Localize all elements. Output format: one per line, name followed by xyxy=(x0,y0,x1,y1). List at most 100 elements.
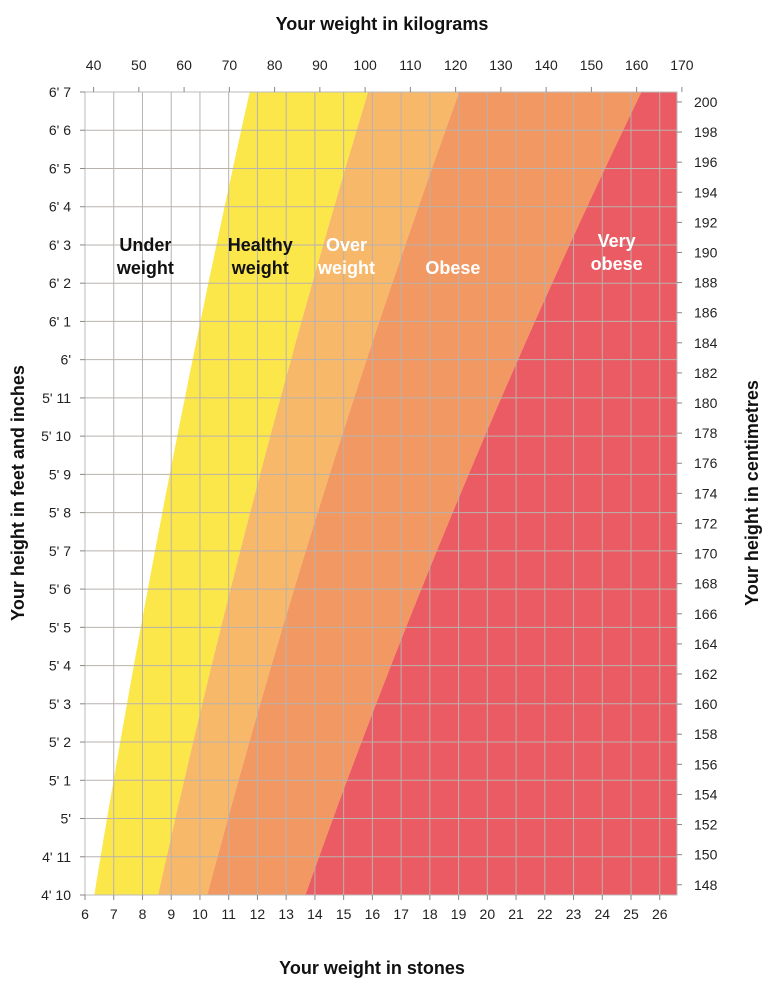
stone-tick-label: 15 xyxy=(336,906,352,922)
feet-inch-tick-label: 5' 5 xyxy=(49,619,71,635)
feet-inch-tick-label: 5' 7 xyxy=(49,543,71,559)
zone-label-line: weight xyxy=(231,258,289,278)
stone-tick-label: 22 xyxy=(537,906,553,922)
zone-label-line: weight xyxy=(116,258,174,278)
kg-tick-label: 160 xyxy=(625,57,649,73)
stone-tick-label: 24 xyxy=(594,906,610,922)
cm-axis-ticks: 148 150 152 154 156 158 160 162 164 166 168 170 172 1… xyxy=(677,94,718,893)
cm-tick-label: 194 xyxy=(694,184,718,200)
stone-tick-label: 6 xyxy=(81,906,89,922)
stone-tick-label: 18 xyxy=(422,906,438,922)
stone-tick-label: 14 xyxy=(307,906,323,922)
stone-tick-label: 19 xyxy=(451,906,467,922)
cm-tick-label: 198 xyxy=(694,124,718,140)
kg-tick-label: 100 xyxy=(353,57,377,73)
feet-inch-tick-label: 6' 3 xyxy=(49,237,71,253)
feet-inch-tick-label: 6' 1 xyxy=(49,313,71,329)
zone-label-healthy-weight: Healthy weight xyxy=(228,235,293,278)
cm-tick-label: 184 xyxy=(694,335,718,351)
zone-label-line: Obese xyxy=(425,258,480,278)
stone-tick-label: 10 xyxy=(192,906,208,922)
bmi-zones xyxy=(85,92,677,895)
cm-tick-label: 172 xyxy=(694,515,718,531)
feet-inch-tick-label: 6' 4 xyxy=(49,199,71,215)
stones-axis-title: Your weight in stones xyxy=(279,958,465,978)
cm-tick-label: 196 xyxy=(694,154,718,170)
zone-labels: Under weight Healthy weight Over weight Obese V… xyxy=(116,231,643,278)
stone-tick-label: 16 xyxy=(365,906,381,922)
cm-tick-label: 150 xyxy=(694,847,718,863)
cm-tick-label: 178 xyxy=(694,425,718,441)
kg-tick-label: 70 xyxy=(222,57,238,73)
feet-inch-tick-label: 5' 2 xyxy=(49,734,71,750)
stone-tick-label: 12 xyxy=(250,906,266,922)
kg-tick-label: 140 xyxy=(534,57,558,73)
kg-tick-label: 170 xyxy=(670,57,694,73)
grid-lines xyxy=(84,91,677,896)
feet-inch-tick-label: 4' 11 xyxy=(42,849,71,865)
stone-tick-label: 21 xyxy=(508,906,524,922)
kg-tick-label: 130 xyxy=(489,57,513,73)
cm-tick-label: 190 xyxy=(694,244,718,260)
feet-inch-tick-label: 6' 5 xyxy=(49,160,71,176)
stone-tick-label: 17 xyxy=(393,906,409,922)
cm-tick-label: 186 xyxy=(694,305,718,321)
kg-tick-label: 80 xyxy=(267,57,283,73)
cm-tick-label: 180 xyxy=(694,395,718,411)
kg-tick-label: 150 xyxy=(580,57,604,73)
kg-axis-title: Your weight in kilograms xyxy=(276,14,489,34)
zone-very-obese xyxy=(305,92,677,895)
feet-inch-tick-label: 5' 11 xyxy=(42,390,71,406)
feet-inch-tick-label: 6' xyxy=(61,352,71,368)
feet-inch-tick-label: 6' 6 xyxy=(49,122,71,138)
cm-tick-label: 182 xyxy=(694,365,718,381)
stone-tick-label: 8 xyxy=(139,906,147,922)
cm-tick-label: 164 xyxy=(694,636,718,652)
zone-overweight xyxy=(158,92,460,895)
stone-tick-label: 26 xyxy=(652,906,668,922)
cm-tick-label: 160 xyxy=(694,696,718,712)
cm-tick-label: 152 xyxy=(694,817,718,833)
zone-healthy-weight xyxy=(94,92,369,895)
cm-tick-label: 154 xyxy=(694,786,718,802)
cm-tick-label: 166 xyxy=(694,606,718,622)
stone-tick-label: 13 xyxy=(278,906,294,922)
cm-tick-label: 188 xyxy=(694,275,718,291)
feet-inch-tick-label: 6' 2 xyxy=(49,275,71,291)
cm-tick-label: 158 xyxy=(694,726,718,742)
zone-label-line: weight xyxy=(317,258,375,278)
feet-inch-tick-label: 6' 7 xyxy=(49,84,71,100)
zone-label-underweight: Under weight xyxy=(116,235,174,278)
feet-inches-axis-ticks: 4' 10 4' 11 5' 5' 1 5' 2 5' 3 5' 4 5' 5 5' 6 5' 7… xyxy=(41,84,85,903)
kg-tick-label: 90 xyxy=(312,57,328,73)
zone-label-line: Under xyxy=(119,235,171,255)
feet-inches-axis-title: Your height in feet and inches xyxy=(8,365,28,621)
feet-inch-tick-label: 5' 8 xyxy=(49,505,71,521)
cm-tick-label: 148 xyxy=(694,877,718,893)
cm-tick-label: 200 xyxy=(694,94,718,110)
kg-tick-label: 120 xyxy=(444,57,468,73)
stone-tick-label: 9 xyxy=(167,906,175,922)
kg-axis-ticks: 40 50 60 70 80 90 100 110 120 130 140 150 160 170 xyxy=(86,57,694,92)
cm-tick-label: 192 xyxy=(694,214,718,230)
zone-label-overweight: Over weight xyxy=(317,235,375,278)
kg-tick-label: 60 xyxy=(176,57,192,73)
zone-underweight xyxy=(85,92,250,895)
stone-tick-label: 11 xyxy=(221,906,236,922)
zone-obese xyxy=(207,92,642,895)
stone-tick-label: 25 xyxy=(623,906,639,922)
feet-inch-tick-label: 5' 6 xyxy=(49,581,71,597)
zone-label-line: Very xyxy=(598,231,636,251)
zone-label-line: Over xyxy=(326,235,367,255)
cm-axis-title: Your height in centimetres xyxy=(742,380,762,606)
kg-tick-label: 40 xyxy=(86,57,102,73)
zone-label-line: Healthy xyxy=(228,235,293,255)
feet-inch-tick-label: 5' xyxy=(61,811,71,827)
feet-inch-tick-label: 5' 3 xyxy=(49,696,71,712)
cm-tick-label: 176 xyxy=(694,455,718,471)
kg-tick-label: 50 xyxy=(131,57,147,73)
zone-label-line: obese xyxy=(591,254,643,274)
cm-tick-label: 156 xyxy=(694,756,718,772)
zone-label-very-obese: Very obese xyxy=(591,231,643,274)
